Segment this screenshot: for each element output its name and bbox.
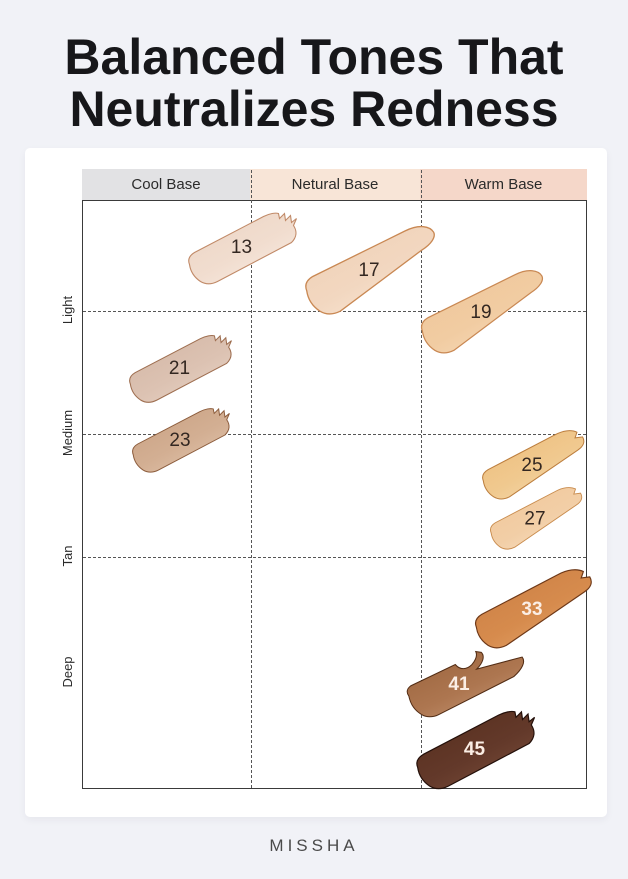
svg-text:13: 13	[231, 237, 252, 258]
svg-text:23: 23	[169, 430, 190, 451]
svg-text:33: 33	[521, 599, 542, 620]
svg-text:45: 45	[464, 739, 486, 760]
svg-text:41: 41	[448, 674, 470, 695]
svg-text:19: 19	[470, 302, 491, 323]
svg-text:27: 27	[524, 509, 545, 530]
svg-text:21: 21	[169, 358, 190, 379]
svg-text:25: 25	[521, 455, 542, 476]
svg-text:17: 17	[358, 260, 379, 281]
